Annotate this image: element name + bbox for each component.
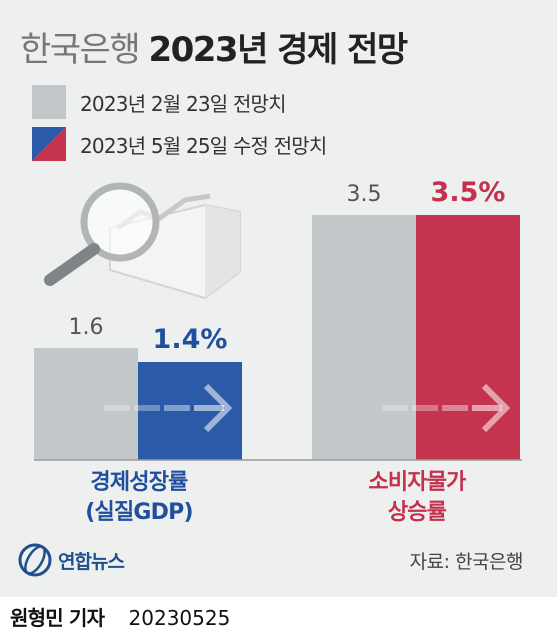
- legend-item-feb: 2023년 2월 23일 전망치: [32, 85, 287, 119]
- category-label-cpi: 소비자물가 상승률: [312, 468, 522, 528]
- title-light: 한국은행: [20, 30, 141, 70]
- category-label-cpi-line1: 소비자물가: [368, 470, 466, 495]
- legend-swatch-gray: [32, 85, 66, 119]
- logo-text: 연합뉴스: [58, 550, 125, 573]
- yonhap-logo-icon: [18, 543, 52, 577]
- value-label-gdp-feb: 1.6: [69, 315, 104, 340]
- value-label-cpi-feb: 3.5: [347, 182, 382, 207]
- source-note: 자료: 한국은행: [409, 551, 524, 573]
- title-bold: 2023년 경제 전망: [148, 30, 408, 70]
- legend-item-may: 2023년 5월 25일 수정 전망치: [32, 127, 327, 161]
- value-label-gdp-may: 1.4%: [153, 324, 228, 355]
- yonhap-logo: 연합뉴스: [18, 543, 125, 577]
- chart-title: 한국은행 2023년 경제 전망: [20, 22, 408, 71]
- value-label-cpi-may: 3.5%: [431, 177, 506, 208]
- legend-label-feb: 2023년 2월 23일 전망치: [80, 91, 287, 116]
- bar-cpi-may: [416, 215, 520, 460]
- legend-swatch-blue-red: [32, 127, 66, 161]
- category-label-gdp-line2: (실질GDP): [85, 500, 193, 525]
- magnifier-chart-illustration-icon: [44, 182, 241, 300]
- category-label-gdp: 경제성장률 (실질GDP): [34, 468, 244, 528]
- author: 원형민 기자: [10, 606, 105, 630]
- arrow-right-icon: [382, 383, 511, 433]
- bar-cpi-feb: [312, 215, 416, 460]
- category-label-gdp-line1: 경제성장률: [90, 470, 188, 495]
- category-label-cpi-line2: 상승률: [387, 500, 447, 525]
- arrow-right-icon: [104, 383, 233, 433]
- legend-label-may: 2023년 5월 25일 수정 전망치: [80, 133, 327, 158]
- footer: 원형민 기자 20230525: [10, 602, 230, 631]
- bar-chart: 1.6 1.4% 3.5 3.5%: [34, 177, 522, 461]
- publish-date: 20230525: [128, 606, 231, 630]
- bar-gdp-feb: [34, 348, 138, 460]
